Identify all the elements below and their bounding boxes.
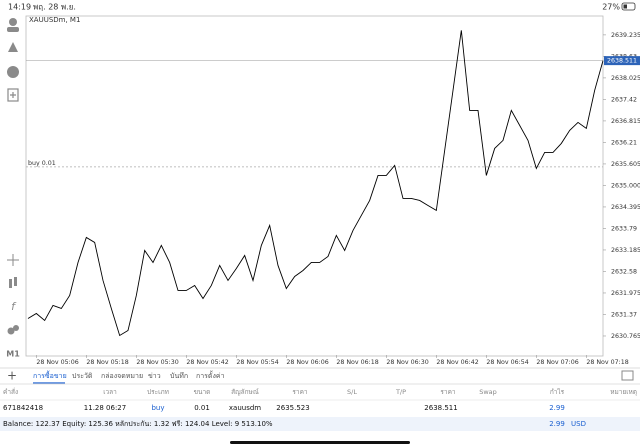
y-tick-label: 2637.42 (611, 96, 637, 103)
x-tick-label: 28 Nov 07:06 (536, 359, 578, 366)
column-header: T/P (395, 388, 406, 396)
x-tick-label: 28 Nov 05:18 (86, 359, 128, 366)
status-battery: 27% (602, 3, 620, 12)
x-tick-label: 28 Nov 06:18 (336, 359, 378, 366)
x-tick-label: 28 Nov 06:30 (386, 359, 428, 366)
summary-bar (0, 417, 640, 431)
price-line-series (27, 30, 604, 337)
battery-icon (621, 2, 636, 11)
y-tick-label: 2635.605 (611, 161, 640, 168)
cell-open-price: 2635.523 (276, 404, 309, 412)
new-order-icon[interactable] (7, 88, 19, 102)
chart-frame (25, 15, 604, 357)
x-tick-label: 28 Nov 06:42 (436, 359, 478, 366)
candle-icon[interactable] (9, 279, 12, 288)
column-header: ราคา (440, 388, 455, 396)
cell-ticket: 671842418 (3, 404, 43, 412)
x-tick-label: 28 Nov 07:18 (586, 359, 628, 366)
cell-current-price: 2638.511 (424, 404, 457, 412)
account-icon-body (7, 27, 19, 32)
column-header: สัญลักษณ์ (231, 388, 259, 396)
y-tick-label: 2632.58 (611, 268, 637, 275)
y-tick-label: 2635.000 (611, 182, 640, 189)
y-tick-label: 2630.765 (611, 333, 640, 340)
y-tick-label: 2631.37 (611, 311, 637, 318)
objects-icon[interactable] (7, 327, 15, 335)
chart: 2630.765 2631.37 2631.975 2632.58 2633.185 26… (26, 30, 640, 366)
x-tick-label: 28 Nov 05:06 (36, 359, 78, 366)
cell-time: 11.28 06:27 (84, 404, 126, 412)
tabs: การซื้อขาย ประวัติ กล่องจดหมาย ข่าว บันทึก กา… (33, 369, 225, 384)
panel-toggle[interactable] (621, 370, 634, 381)
y-tick-label: 2631.975 (611, 290, 640, 297)
home-indicator (230, 441, 410, 444)
cell-type: buy (151, 404, 164, 412)
left-toolbar: f M1 (6, 18, 20, 359)
add-button[interactable]: + (7, 369, 17, 383)
cell-volume: 0.01 (194, 404, 210, 412)
column-header: หมายเหตุ (610, 388, 637, 396)
indicator-icon[interactable]: f (11, 300, 17, 313)
account-icon[interactable] (9, 18, 17, 26)
tab[interactable]: บันทึก (170, 371, 188, 380)
positions-table: คำสั่ง เวลา ประเภท ขนาด สัญลักษณ์ ราคา S/L T/P ร… (0, 387, 640, 412)
chart-title: XAUUSDm, M1 (29, 16, 80, 24)
tab[interactable]: การซื้อขาย (33, 369, 67, 380)
column-header: ประเภท (147, 388, 169, 396)
column-header: ขนาด (194, 388, 211, 396)
column-header: S/L (347, 388, 357, 396)
tab[interactable]: ประวัติ (72, 372, 93, 380)
status-time: 14:19 (8, 3, 31, 12)
y-tick-label: 2636.815 (611, 118, 640, 125)
column-header: Swap (479, 388, 497, 396)
x-tick-label: 28 Nov 05:54 (236, 359, 278, 366)
tab[interactable]: กล่องจดหมาย (101, 372, 143, 380)
y-tick-label: 2634.395 (611, 204, 640, 211)
chat-icon[interactable] (7, 66, 19, 78)
summary-text: Balance: 122.37 Equity: 125.36 หลักประกั… (3, 420, 273, 428)
price-label-box (604, 56, 640, 66)
x-tick-label: 28 Nov 06:06 (286, 359, 328, 366)
new-order-plus (10, 92, 16, 98)
column-header: คำสั่ง (3, 387, 18, 396)
column-header: เวลา (103, 388, 117, 396)
tab[interactable]: ข่าว (148, 372, 161, 380)
summary-currency: USD (571, 420, 586, 428)
y-tick-label: 2633.79 (611, 225, 637, 232)
timeframe-button[interactable]: M1 (6, 350, 20, 359)
status-date: พฤ. 28 พ.ย. (33, 3, 76, 12)
x-tick-label: 28 Nov 06:54 (486, 359, 528, 366)
y-tick-label: 2633.185 (611, 247, 640, 254)
buy-line-label: buy 0.01 (28, 160, 56, 167)
summary-profit: 2.99 (549, 420, 565, 428)
trade-icon[interactable] (8, 42, 18, 52)
cell-symbol: xauusdm (229, 404, 261, 412)
x-tick-label: 28 Nov 05:30 (136, 359, 178, 366)
crosshair-icon[interactable] (7, 254, 19, 266)
objects-icon-2 (13, 325, 19, 331)
column-header: กำไร (550, 388, 565, 396)
y-tick-label: 2636.21 (611, 139, 637, 146)
y-tick-label: 2638.025 (611, 75, 640, 82)
tab[interactable]: การตั้งค่า (196, 369, 225, 380)
column-header: ราคา (292, 388, 307, 396)
cell-profit: 2.99 (549, 404, 565, 412)
battery-level (623, 4, 627, 9)
candle-icon-2 (14, 277, 17, 286)
price-label: 2638.511 (607, 58, 637, 65)
x-tick-label: 28 Nov 05:42 (186, 359, 228, 366)
y-tick-label: 2639.235 (611, 32, 640, 39)
